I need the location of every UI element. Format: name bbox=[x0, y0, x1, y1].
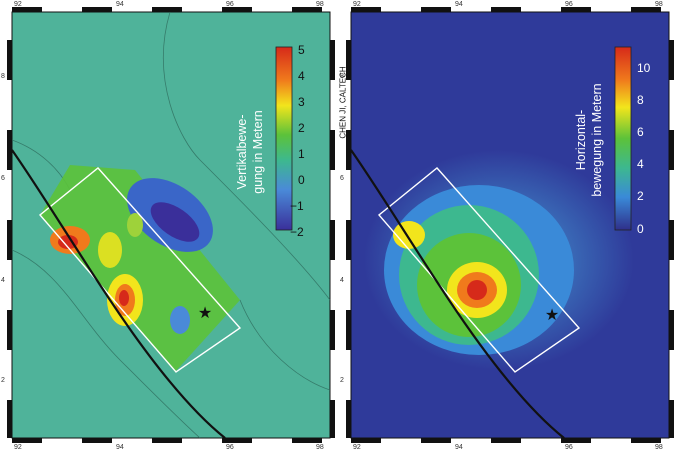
scale-tick: 2 bbox=[298, 121, 305, 135]
scale-tick: 1 bbox=[298, 147, 305, 161]
y-tick: 6 bbox=[340, 175, 344, 182]
x-tick: 98 bbox=[655, 1, 663, 8]
axis-tick-labels: 92 94 96 98 92 94 96 98 8 6 4 2 bbox=[1, 1, 324, 450]
vertical-displacement-map: ★ 5 4 3 2 1 0 −1 −2 Vertikalbewe- gung i… bbox=[0, 0, 338, 450]
x-tick: 98 bbox=[316, 444, 324, 450]
scale-tick: 0 bbox=[298, 173, 305, 187]
scale-tick: 0 bbox=[637, 222, 644, 236]
x-tick: 92 bbox=[14, 1, 22, 8]
vertical-map-svg: ★ 5 4 3 2 1 0 −1 −2 Vertikalbewe- gung i… bbox=[1, 1, 335, 450]
vertical-legend-title: Vertikalbewe- gung in Metern bbox=[235, 110, 265, 193]
epicenter-star-icon: ★ bbox=[198, 305, 212, 322]
y-tick: 8 bbox=[1, 73, 5, 80]
x-tick: 94 bbox=[455, 1, 463, 8]
vertical-color-scale bbox=[275, 46, 293, 231]
fault-line bbox=[350, 149, 565, 439]
legend-title-line2: bewegung in Metern bbox=[590, 83, 604, 196]
scale-tick: 4 bbox=[298, 69, 305, 83]
x-tick: 92 bbox=[353, 444, 361, 450]
y-tick: 2 bbox=[340, 377, 344, 384]
scale-tick: −1 bbox=[290, 199, 304, 213]
x-tick: 94 bbox=[116, 1, 124, 8]
x-tick: 94 bbox=[455, 444, 463, 450]
horizontal-deformation-field bbox=[364, 150, 634, 370]
vertical-scale-tick-labels: 5 4 3 2 1 0 −1 −2 bbox=[290, 43, 305, 239]
vertical-deformation-field bbox=[40, 165, 240, 372]
fault-line bbox=[11, 149, 226, 439]
scale-tick: 6 bbox=[637, 125, 644, 139]
x-tick: 92 bbox=[353, 1, 361, 8]
horizontal-color-scale bbox=[614, 46, 632, 231]
x-tick: 96 bbox=[565, 444, 573, 450]
y-tick: 4 bbox=[1, 277, 5, 284]
legend-title-line2: gung in Metern bbox=[251, 110, 265, 193]
scale-tick: 8 bbox=[637, 93, 644, 107]
x-tick: 96 bbox=[226, 1, 234, 8]
x-tick: 94 bbox=[116, 444, 124, 450]
legend-title-line1: Vertikalbewe- bbox=[235, 114, 249, 189]
scale-tick: 5 bbox=[298, 43, 305, 57]
rupture-outline bbox=[377, 167, 581, 373]
horizontal-scale-tick-labels: 10 8 6 4 2 0 bbox=[637, 61, 651, 236]
map-frame-ticks bbox=[7, 7, 335, 443]
map-frame-ticks bbox=[346, 7, 674, 443]
scale-tick: 3 bbox=[298, 95, 305, 109]
rupture-outline bbox=[38, 167, 242, 373]
horizontal-legend-title: Horizontal- bewegung in Metern bbox=[574, 83, 604, 196]
axis-tick-labels: 92 94 96 98 92 94 96 98 8 6 4 2 bbox=[340, 1, 663, 450]
y-tick: 2 bbox=[1, 377, 5, 384]
horizontal-displacement-map: ★ 10 8 6 4 2 0 Horizontal- bewegung in M… bbox=[339, 0, 677, 450]
y-tick: 4 bbox=[340, 277, 344, 284]
scale-tick: 2 bbox=[637, 189, 644, 203]
scale-tick: −2 bbox=[290, 225, 304, 239]
legend-title-line1: Horizontal- bbox=[574, 110, 588, 170]
horizontal-map-svg: ★ 10 8 6 4 2 0 Horizontal- bewegung in M… bbox=[340, 1, 674, 450]
x-tick: 96 bbox=[565, 1, 573, 8]
scale-tick: 10 bbox=[637, 61, 651, 75]
y-tick: 8 bbox=[340, 73, 344, 80]
x-tick: 98 bbox=[655, 444, 663, 450]
y-tick: 6 bbox=[1, 175, 5, 182]
scale-tick: 4 bbox=[637, 157, 644, 171]
x-tick: 92 bbox=[14, 444, 22, 450]
x-tick: 96 bbox=[226, 444, 234, 450]
x-tick: 98 bbox=[316, 1, 324, 8]
epicenter-star-icon: ★ bbox=[545, 307, 559, 324]
